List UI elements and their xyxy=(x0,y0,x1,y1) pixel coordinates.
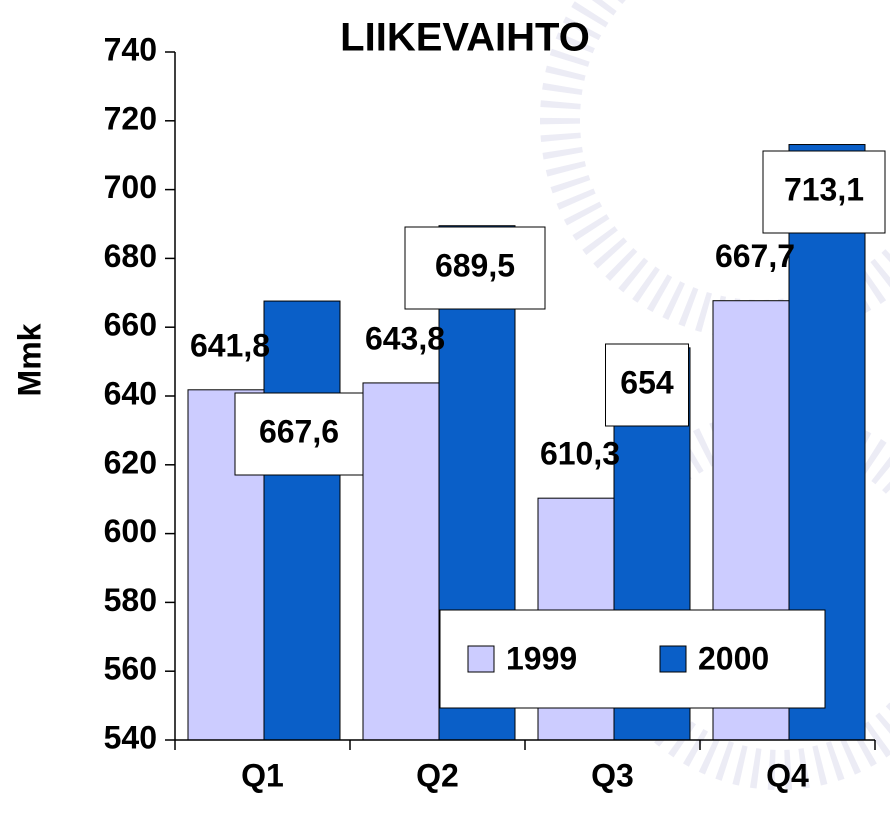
y-tick-label: 660 xyxy=(104,307,157,343)
data-label-box xyxy=(605,343,689,427)
data-label: 641,8 xyxy=(190,327,270,363)
chart-title: LIIKEVAIHTO xyxy=(340,16,590,60)
y-axis-label: Mmk xyxy=(11,323,47,396)
legend-swatch xyxy=(659,645,687,673)
y-tick-label: 740 xyxy=(104,31,157,67)
data-label: 654 xyxy=(620,364,674,400)
y-tick-label: 640 xyxy=(104,375,157,411)
y-tick-label: 580 xyxy=(104,582,157,618)
y-tick-label: 700 xyxy=(104,169,157,205)
y-tick-label: 680 xyxy=(104,238,157,274)
data-label: 713,1 xyxy=(784,171,864,207)
y-tick-label: 600 xyxy=(104,513,157,549)
data-label: 610,3 xyxy=(540,436,620,472)
y-tick-label: 540 xyxy=(104,719,157,755)
x-tick-label: Q1 xyxy=(241,757,284,793)
y-tick-label: 720 xyxy=(104,100,157,136)
y-tick-label: 620 xyxy=(104,444,157,480)
x-tick-label: Q2 xyxy=(416,757,459,793)
data-label-box xyxy=(762,150,886,234)
data-label: 667,6 xyxy=(259,413,339,449)
bar xyxy=(362,382,440,741)
legend-box xyxy=(439,609,826,709)
bar xyxy=(263,300,341,741)
data-label: 643,8 xyxy=(365,320,445,356)
legend-label: 1999 xyxy=(506,640,577,676)
legend-label: 2000 xyxy=(698,640,769,676)
x-tick-label: Q4 xyxy=(766,757,809,793)
y-tick-label: 560 xyxy=(104,651,157,687)
legend-swatch xyxy=(467,645,495,673)
data-label: 689,5 xyxy=(435,247,515,283)
x-tick-label: Q3 xyxy=(591,757,634,793)
data-label-box xyxy=(404,226,546,310)
data-label-box xyxy=(234,392,364,476)
data-label: 667,7 xyxy=(715,238,795,274)
